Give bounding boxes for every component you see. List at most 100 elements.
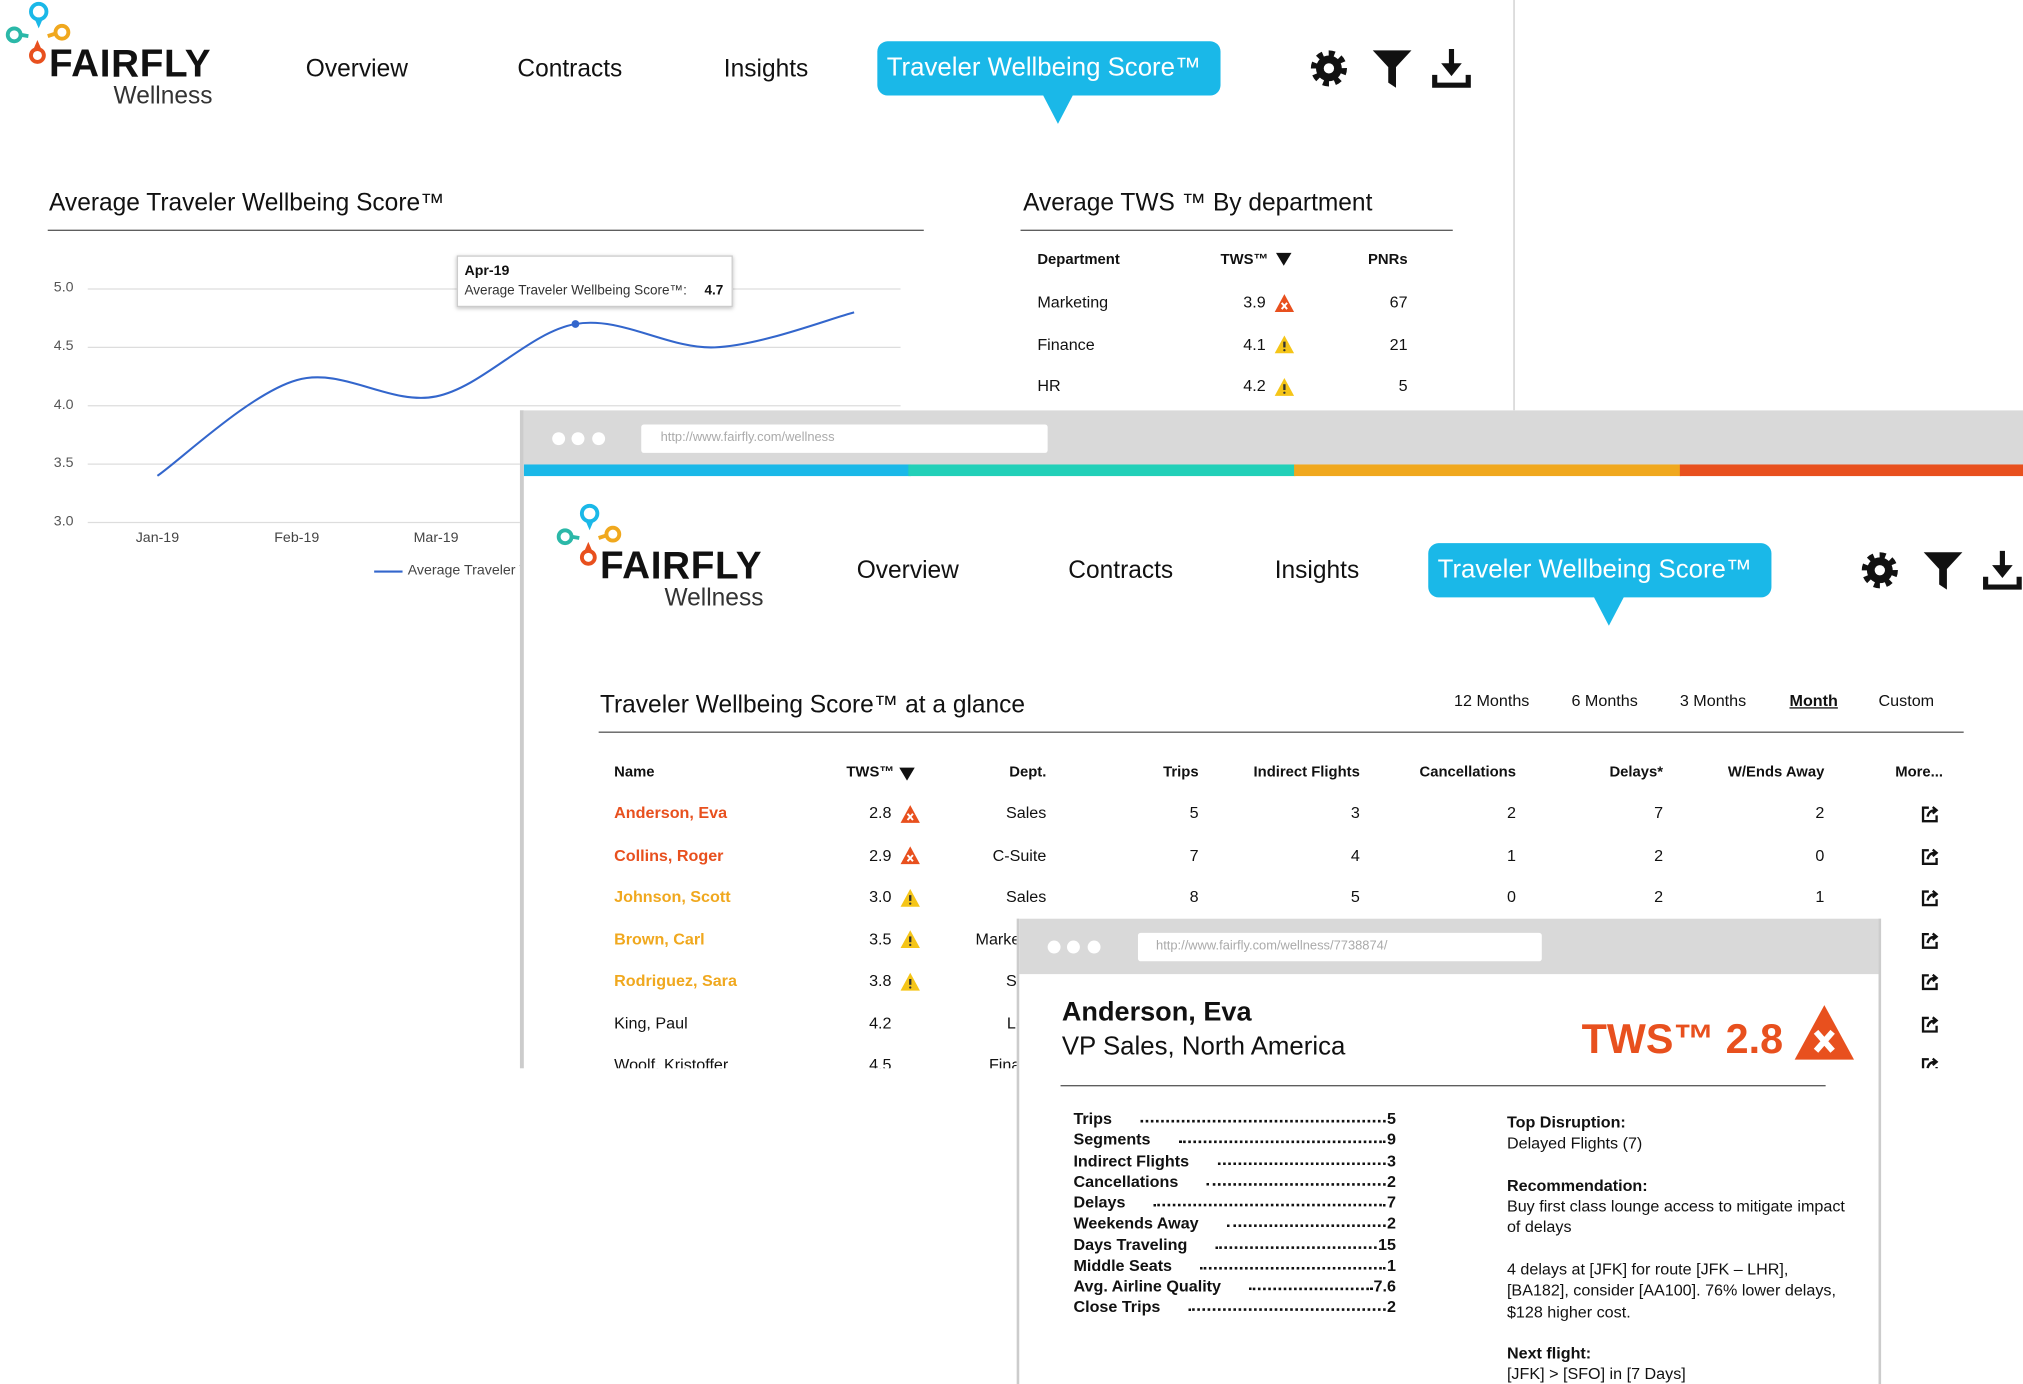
alert-icon — [900, 846, 920, 865]
traveler-dept: Sales — [1005, 887, 1047, 906]
nav-item[interactable]: Insights — [723, 55, 809, 83]
color-stripe — [1679, 464, 2023, 477]
traveler-name[interactable]: Collins, Roger — [614, 845, 724, 865]
traveler-name[interactable]: King, Paul — [614, 1013, 688, 1032]
stat-row: Close Trips 2 — [1073, 1296, 1396, 1316]
icon-part — [906, 812, 914, 820]
traveler-dept: C-Suite — [992, 845, 1047, 865]
stat-value: 7 — [1387, 1193, 1396, 1212]
divider — [598, 731, 1964, 733]
period-option[interactable]: Month — [1789, 691, 1838, 710]
export-icon[interactable] — [1921, 973, 1939, 991]
export-icon[interactable] — [1921, 931, 1939, 949]
stat-leader — [1188, 1308, 1386, 1312]
traveler-name[interactable]: Johnson, Scott — [614, 887, 731, 906]
icon-part — [877, 41, 1221, 124]
settings-icon[interactable] — [1310, 49, 1349, 88]
period-option[interactable]: Custom — [1878, 691, 1935, 710]
department-name: Marketing — [1037, 293, 1109, 312]
x-tick-label: Mar-19 — [413, 530, 459, 546]
icon-part — [906, 854, 914, 862]
sort-indicator[interactable] — [899, 767, 915, 781]
x-tick-label: Jan-19 — [135, 530, 180, 546]
icon-part — [1921, 848, 1938, 865]
download-icon[interactable] — [1983, 550, 2022, 590]
column-header: W/Ends Away — [1727, 764, 1825, 781]
icon-part — [571, 534, 580, 540]
column-header: TWS™ — [1220, 252, 1269, 269]
icon-part — [1921, 806, 1938, 823]
nav-item[interactable]: Insights — [1274, 557, 1360, 585]
nav-item[interactable]: Overview — [856, 557, 959, 585]
icon-part — [1276, 252, 1292, 266]
stat-label: Delays — [1073, 1193, 1126, 1212]
stat-row: Indirect Flights 3 — [1073, 1149, 1396, 1170]
traveler-role: VP Sales, North America — [1061, 1032, 1346, 1062]
column-header: Cancellations — [1419, 764, 1516, 781]
stat-row: Segments 9 — [1073, 1128, 1396, 1149]
traveler-name: Anderson, Eva — [1061, 997, 1252, 1027]
stat-label: Indirect Flights — [1073, 1151, 1190, 1170]
nav-item[interactable]: Contracts — [1068, 557, 1174, 585]
traveler-name[interactable]: Rodriguez, Sara — [614, 971, 737, 990]
warning-icon — [900, 972, 920, 991]
export-icon[interactable] — [1921, 1015, 1939, 1033]
stat-label: Days Traveling — [1073, 1235, 1188, 1254]
sort-indicator[interactable] — [1276, 252, 1292, 266]
stat-leader — [1217, 1161, 1386, 1165]
column-header: Trips — [1163, 764, 1199, 781]
icon-part — [598, 533, 608, 540]
nav-item[interactable]: Overview — [305, 55, 408, 83]
tooltip-title: Apr-19 — [464, 263, 510, 279]
export-icon[interactable] — [1921, 889, 1939, 907]
traveler-tws: 4.5 — [869, 1055, 892, 1069]
nav-item[interactable]: Contracts — [517, 55, 623, 83]
download-icon[interactable] — [1432, 49, 1471, 88]
traveler-tws: 4.2 — [869, 1013, 892, 1032]
logo-brand: FAIRFLY — [599, 544, 763, 588]
window-dot — [552, 432, 566, 446]
export-icon[interactable] — [1921, 1057, 1939, 1069]
icon-part — [1276, 252, 1292, 266]
stat-row: Avg. Airline Quality 7.6 — [1073, 1275, 1396, 1295]
window-dot — [1087, 940, 1101, 954]
icon-part — [1926, 889, 1939, 901]
export-icon[interactable] — [1921, 847, 1939, 865]
url-bar[interactable] — [641, 424, 1048, 453]
icon-part — [1926, 973, 1939, 985]
settings-icon[interactable] — [1860, 551, 1899, 590]
stat-leader — [1153, 1203, 1386, 1207]
stat-value: 2 — [1387, 1172, 1396, 1191]
stat-row: Weekends Away 2 — [1073, 1212, 1396, 1232]
icon-part — [1310, 50, 1347, 87]
traveler-trips: 7 — [1189, 845, 1199, 865]
traveler-name[interactable]: Woolf, Kristoffer — [614, 1055, 729, 1069]
export-icon[interactable] — [1921, 805, 1939, 823]
traveler-name[interactable]: Brown, Carl — [614, 929, 705, 948]
traveler-cancellations: 2 — [1507, 804, 1516, 823]
icon-part — [909, 943, 912, 947]
icon-part — [1280, 301, 1288, 310]
period-option[interactable]: 3 Months — [1679, 691, 1747, 710]
period-option[interactable]: 6 Months — [1571, 691, 1638, 710]
filter-icon[interactable] — [1923, 551, 1963, 590]
active-tab[interactable]: Traveler Wellbeing Score™ — [886, 53, 1201, 82]
traveler-delays: 7 — [1654, 804, 1664, 823]
department-tws: 3.9 — [1243, 293, 1266, 312]
icon-part — [1593, 596, 1625, 626]
active-tab-pill — [877, 41, 1221, 126]
department-pnrs: 5 — [1398, 376, 1408, 396]
traveler-name[interactable]: Anderson, Eva — [614, 804, 728, 823]
icon-part — [909, 901, 912, 905]
traveler-weekends: 1 — [1815, 887, 1825, 906]
period-option[interactable]: 12 Months — [1454, 691, 1530, 710]
icon-part — [5, 1, 71, 64]
active-tab[interactable]: Traveler Wellbeing Score™ — [1437, 555, 1752, 584]
filter-icon[interactable] — [1372, 49, 1412, 88]
icon-part — [1923, 552, 1963, 590]
icon-part — [1428, 543, 1772, 626]
url-bar[interactable] — [1137, 932, 1542, 962]
icon-part — [1921, 973, 1939, 991]
tooltip-label: Average Traveler Wellbeing Score™: — [464, 283, 687, 299]
